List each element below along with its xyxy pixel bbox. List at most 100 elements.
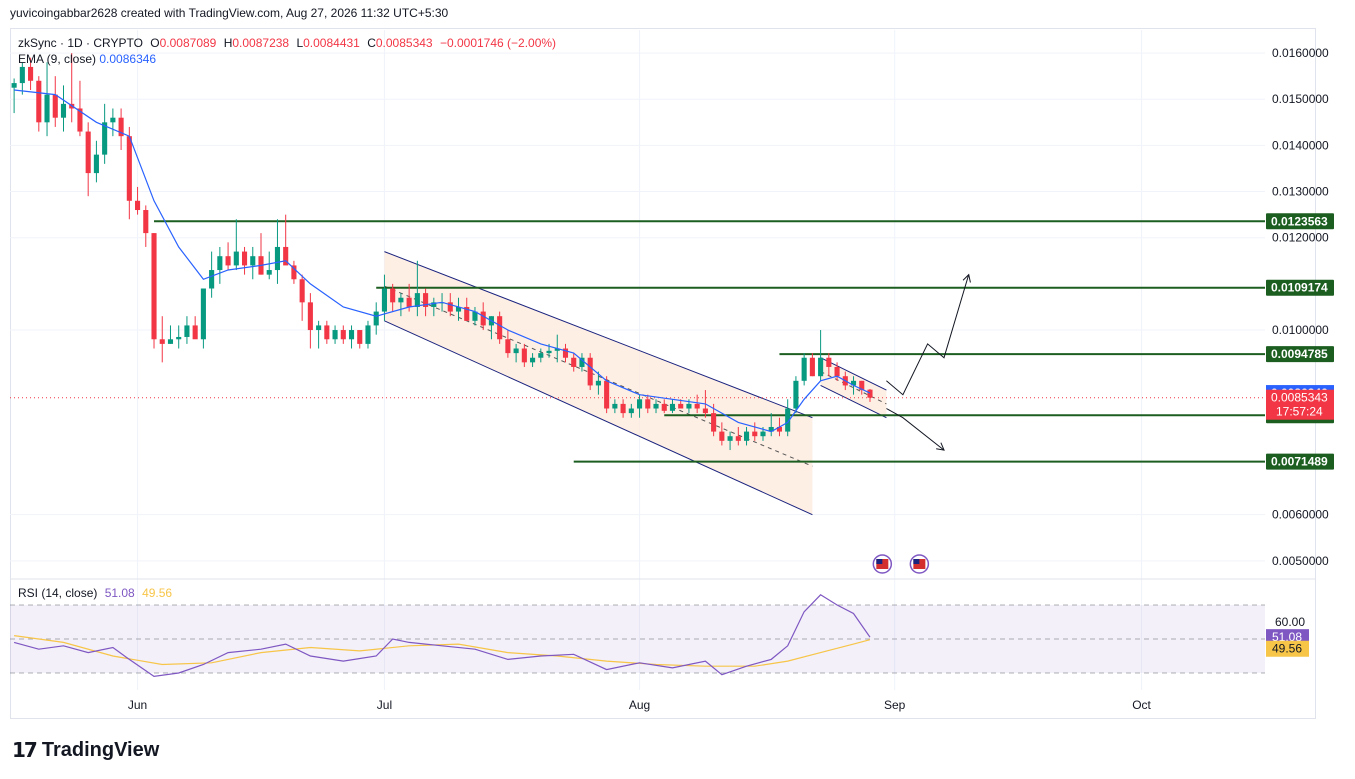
candle-down <box>497 316 503 340</box>
candle-down <box>562 348 569 358</box>
candle-down <box>291 265 297 280</box>
y-tick-label: 0.0150000 <box>1272 92 1329 106</box>
ema-legend: EMA (9, close) 0.0086346 <box>18 52 156 66</box>
candle-down <box>719 431 725 441</box>
candle-down <box>464 306 470 321</box>
candle-up <box>217 256 223 271</box>
open-value: 0.0087089 <box>159 36 217 50</box>
candle-up <box>233 251 239 266</box>
candle-up <box>455 306 462 312</box>
candle-down <box>225 256 231 266</box>
price-level-tag <box>1266 279 1334 296</box>
close-value: 0.0085343 <box>375 36 433 50</box>
price-level-tag <box>1266 346 1334 363</box>
candle-down <box>85 131 91 174</box>
candle-down <box>661 403 667 411</box>
candle-down <box>834 366 840 377</box>
candle-down <box>521 348 527 363</box>
candle-down <box>143 210 149 234</box>
candle-up <box>373 311 379 326</box>
candle-up <box>266 270 272 275</box>
change-value: −0.0001746 (−2.00%) <box>439 36 557 50</box>
candle-up <box>184 325 190 337</box>
footer-logo[interactable]: 17 TradingView <box>12 738 159 762</box>
candle-down <box>135 200 141 211</box>
candle-down <box>678 403 684 409</box>
candle-up <box>250 256 256 266</box>
candle-down <box>645 399 651 409</box>
candle-down <box>390 288 396 303</box>
candle-up <box>167 339 174 344</box>
candle-down <box>735 436 741 441</box>
candle-down <box>283 246 289 266</box>
candle-down <box>28 66 34 81</box>
candle-up <box>850 380 857 386</box>
price-level-tag-label: 0.0123563 <box>1271 214 1328 228</box>
candle-down <box>826 357 832 367</box>
candle-down <box>447 302 453 312</box>
us-flag-canton <box>876 559 883 564</box>
candle-up <box>669 403 676 411</box>
projection-arrowhead <box>962 273 971 283</box>
candle-up <box>414 293 420 307</box>
candle-up <box>11 83 17 88</box>
channel-upper-line <box>820 357 887 391</box>
candle-down <box>299 279 305 303</box>
rsi-value: 51.08 <box>104 586 135 600</box>
projection-arrowhead <box>936 442 945 451</box>
ema-line <box>14 89 871 433</box>
price-level-tag-label: 0.0109174 <box>1271 281 1328 295</box>
rsi-ma-tag <box>1266 640 1309 657</box>
candle-up <box>365 325 371 344</box>
projection-path <box>886 408 945 451</box>
candle-down <box>340 330 346 340</box>
last-price-tag <box>1266 389 1334 420</box>
candle-up <box>530 357 536 363</box>
price-level-tag-label: 0.0071489 <box>1271 455 1328 469</box>
price-level-tag <box>1266 453 1334 470</box>
y-tick-label: 0.0050000 <box>1272 554 1329 568</box>
candle-down <box>809 357 815 377</box>
candle-up <box>431 302 437 307</box>
candle-up <box>19 66 25 84</box>
rsi-tick-label: 60.00 <box>1275 615 1305 629</box>
price-level-tag-label: 0.0094785 <box>1271 347 1328 361</box>
candle-down <box>406 297 412 307</box>
candle-down <box>36 80 42 123</box>
candle-up <box>818 357 824 377</box>
chart-frame <box>10 28 1316 719</box>
candle-up <box>44 94 50 123</box>
candle-down <box>77 108 83 132</box>
candle-down <box>324 325 330 340</box>
rsi-ma-value: 49.56 <box>142 586 173 600</box>
x-tick-label: Jun <box>128 698 147 712</box>
candle-down <box>859 380 865 391</box>
countdown-label: 17:57:24 <box>1276 405 1323 419</box>
candle-down <box>587 357 593 386</box>
candle-up <box>595 380 601 386</box>
candle-up <box>60 103 67 118</box>
rsi-legend: RSI (14, close) 51.08 49.56 <box>18 586 172 600</box>
candle-up <box>513 348 519 354</box>
candle-up <box>348 330 355 340</box>
candle-up <box>200 288 206 340</box>
candle-down <box>159 339 165 344</box>
ohlc-legend: zkSync · 1D · CRYPTO O0.0087089 H0.00872… <box>18 35 556 51</box>
x-tick-label: Oct <box>1132 698 1151 712</box>
open-label: O <box>150 36 160 50</box>
us-flag-canton <box>913 559 920 564</box>
candle-down <box>118 117 124 137</box>
close-label: C <box>367 36 376 50</box>
candle-down <box>480 311 486 326</box>
candle-up <box>579 357 585 367</box>
candle-up <box>637 399 643 409</box>
candle-up <box>743 431 750 441</box>
symbol-label: zkSync · 1D · CRYPTO <box>18 36 143 50</box>
x-tick-label: Aug <box>629 698 650 712</box>
ema-value: 0.0086346 <box>99 52 157 66</box>
y-tick-label: 0.0100000 <box>1272 323 1329 337</box>
candle-down <box>620 403 626 414</box>
low-label: L <box>296 36 304 50</box>
rsi-line <box>13 594 871 678</box>
